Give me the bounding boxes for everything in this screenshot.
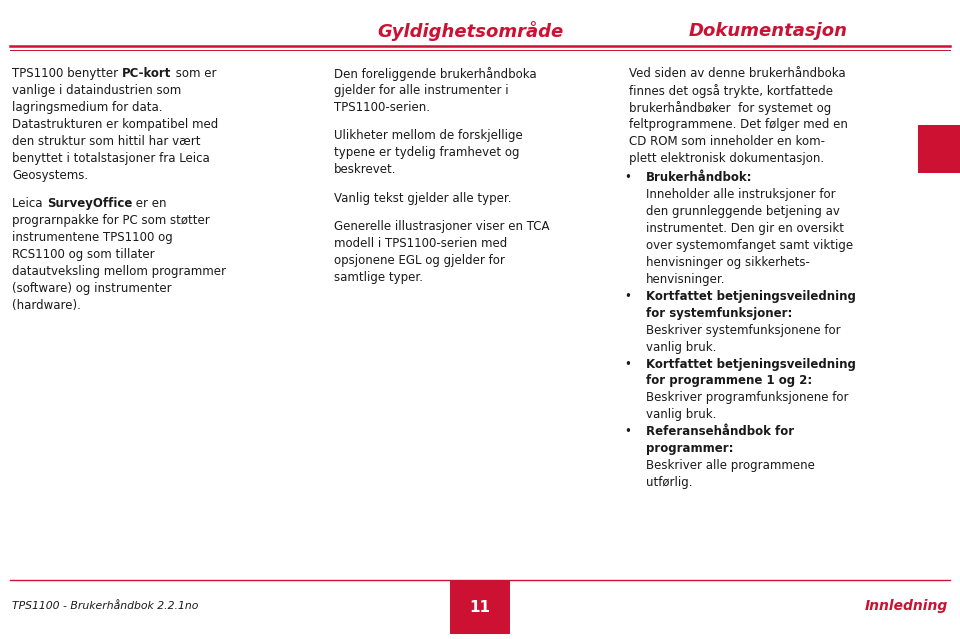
Text: for systemfunksjoner:: for systemfunksjoner: <box>646 307 792 320</box>
Text: som er: som er <box>172 67 216 80</box>
Text: Brukerhåndbok:: Brukerhåndbok: <box>646 171 753 184</box>
Text: Leica: Leica <box>12 197 47 210</box>
Text: vanlige i dataindustrien som: vanlige i dataindustrien som <box>12 84 181 97</box>
Text: RCS1100 og som tillater: RCS1100 og som tillater <box>12 248 156 261</box>
Text: Ulikheter mellom de forskjellige: Ulikheter mellom de forskjellige <box>334 129 523 142</box>
Text: gjelder for alle instrumenter i: gjelder for alle instrumenter i <box>334 84 509 97</box>
Text: modell i TPS1100-serien med: modell i TPS1100-serien med <box>334 237 507 250</box>
Text: Den foreliggende brukerhåndboka: Den foreliggende brukerhåndboka <box>334 67 537 81</box>
Text: brukerhåndbøker  for systemet og: brukerhåndbøker for systemet og <box>629 101 831 115</box>
Text: Inneholder alle instruksjoner for: Inneholder alle instruksjoner for <box>646 188 836 201</box>
Text: Kortfattet betjeningsveiledning: Kortfattet betjeningsveiledning <box>646 289 856 303</box>
Text: Innledning: Innledning <box>864 599 948 613</box>
Text: den grunnleggende betjening av: den grunnleggende betjening av <box>646 205 840 218</box>
Text: henvisninger.: henvisninger. <box>646 273 726 286</box>
Text: utførlig.: utførlig. <box>646 476 692 489</box>
Text: feltprogrammene. Det følger med en: feltprogrammene. Det følger med en <box>629 118 848 131</box>
Text: Gyldighetsområde: Gyldighetsområde <box>377 20 564 41</box>
Text: prograrnpakke for PC som støtter: prograrnpakke for PC som støtter <box>12 214 210 227</box>
Text: •: • <box>624 171 631 184</box>
Text: Datastrukturen er kompatibel med: Datastrukturen er kompatibel med <box>12 118 219 131</box>
Text: over systemomfanget samt viktige: over systemomfanget samt viktige <box>646 239 853 252</box>
Text: •: • <box>624 357 631 371</box>
Text: instrumentet. Den gir en oversikt: instrumentet. Den gir en oversikt <box>646 222 844 235</box>
Text: samtlige typer.: samtlige typer. <box>334 271 423 284</box>
Text: PC-kort: PC-kort <box>122 67 172 80</box>
FancyBboxPatch shape <box>450 581 510 634</box>
Text: Kortfattet betjeningsveiledning: Kortfattet betjeningsveiledning <box>646 357 856 371</box>
Text: Beskriver programfunksjonene for: Beskriver programfunksjonene for <box>646 391 849 404</box>
Text: •: • <box>624 425 631 438</box>
Text: beskrevet.: beskrevet. <box>334 163 396 176</box>
Text: datautveksling mellom programmer: datautveksling mellom programmer <box>12 265 227 278</box>
Text: Beskriver alle programmene: Beskriver alle programmene <box>646 459 815 472</box>
Text: plett elektronisk dokumentasjon.: plett elektronisk dokumentasjon. <box>629 151 824 165</box>
Text: henvisninger og sikkerhets-: henvisninger og sikkerhets- <box>646 256 810 269</box>
Text: •: • <box>624 289 631 303</box>
Text: (software) og instrumenter: (software) og instrumenter <box>12 282 172 295</box>
Text: programmer:: programmer: <box>646 442 733 455</box>
Text: er en: er en <box>132 197 167 210</box>
Text: Ved siden av denne brukerhåndboka: Ved siden av denne brukerhåndboka <box>629 67 846 80</box>
Text: TPS1100 benytter: TPS1100 benytter <box>12 67 122 80</box>
Text: Geosystems.: Geosystems. <box>12 169 88 181</box>
Text: Vanlig tekst gjelder alle typer.: Vanlig tekst gjelder alle typer. <box>334 192 512 204</box>
Text: SurveyOffice: SurveyOffice <box>47 197 132 210</box>
Text: Generelle illustrasjoner viser en TCA: Generelle illustrasjoner viser en TCA <box>334 220 549 233</box>
Text: vanlig bruk.: vanlig bruk. <box>646 341 716 353</box>
FancyBboxPatch shape <box>918 125 960 173</box>
Text: lagringsmedium for data.: lagringsmedium for data. <box>12 101 163 114</box>
Text: 11: 11 <box>469 600 491 615</box>
Text: finnes det også trykte, kortfattede: finnes det også trykte, kortfattede <box>629 84 833 98</box>
Text: TPS1100-serien.: TPS1100-serien. <box>334 101 430 114</box>
Text: opsjonene EGL og gjelder for: opsjonene EGL og gjelder for <box>334 254 505 267</box>
Text: Dokumentasjon: Dokumentasjon <box>688 22 848 40</box>
Text: vanlig bruk.: vanlig bruk. <box>646 408 716 421</box>
Text: TPS1100 - Brukerhåndbok 2.2.1no: TPS1100 - Brukerhåndbok 2.2.1no <box>12 601 199 611</box>
Text: for programmene 1 og 2:: for programmene 1 og 2: <box>646 374 812 387</box>
Text: den struktur som hittil har vært: den struktur som hittil har vært <box>12 135 201 148</box>
Text: typene er tydelig framhevet og: typene er tydelig framhevet og <box>334 146 519 159</box>
Text: (hardware).: (hardware). <box>12 298 82 312</box>
Text: benyttet i totalstasjoner fra Leica: benyttet i totalstasjoner fra Leica <box>12 151 210 165</box>
Text: instrumentene TPS1100 og: instrumentene TPS1100 og <box>12 231 173 244</box>
Text: CD ROM som inneholder en kom-: CD ROM som inneholder en kom- <box>629 135 825 148</box>
Text: Referansehåndbok for: Referansehåndbok for <box>646 425 794 438</box>
Text: Beskriver systemfunksjonene for: Beskriver systemfunksjonene for <box>646 323 841 337</box>
